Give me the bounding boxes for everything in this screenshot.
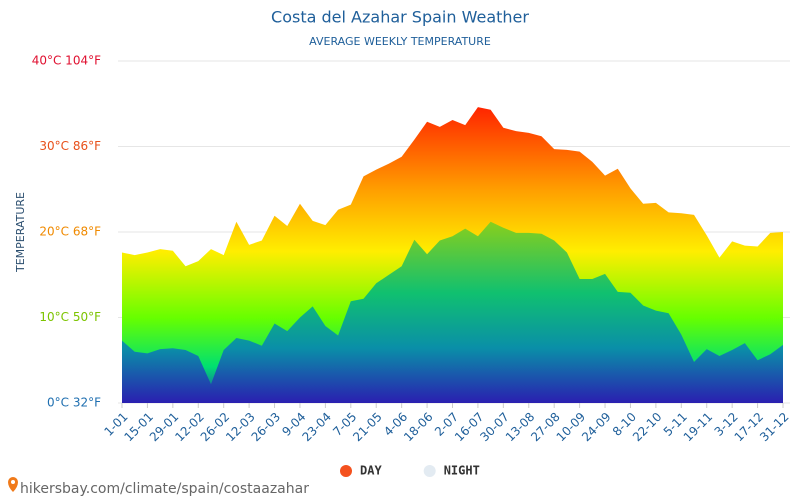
x-tick-label: 22-10 [630, 410, 665, 445]
y-tick-label: 20°C 68°F [39, 225, 101, 239]
x-tick-label: 31-12 [757, 410, 792, 445]
x-tick-label: 24-09 [579, 410, 614, 445]
chart-subtitle: AVERAGE WEEKLY TEMPERATURE [309, 35, 491, 48]
y-tick-label: 10°C 50°F [39, 310, 101, 324]
x-tick-label: 23-04 [299, 410, 334, 445]
x-tick-label: 19-11 [681, 410, 716, 445]
legend-label: NIGHT [444, 464, 480, 478]
legend-swatch [423, 465, 436, 477]
pin-hole [11, 480, 15, 484]
y-tick-label: 40°C 104°F [32, 54, 101, 68]
legend-label: DAY [360, 464, 382, 478]
legend: DAY NIGHT [340, 464, 480, 478]
area-1 [122, 221, 783, 403]
y-tick-label: 30°C 86°F [39, 139, 101, 153]
pin-icon [8, 477, 18, 492]
legend-swatch [340, 465, 352, 477]
y-axis-label: TEMPERATURE [14, 192, 27, 273]
plot-area [122, 107, 783, 404]
y-tick-label: 0°C 32°F [47, 396, 101, 410]
chart-title: Costa del Azahar Spain Weather [271, 8, 529, 27]
x-tick-label: 26-03 [249, 410, 284, 445]
source: hikersbay.com/climate/spain/costaazahar [8, 477, 309, 497]
x-tick-label: 21-05 [350, 410, 385, 445]
x-tick-label: 18-06 [401, 410, 436, 445]
source-text: hikersbay.com/climate/spain/costaazahar [20, 481, 309, 497]
